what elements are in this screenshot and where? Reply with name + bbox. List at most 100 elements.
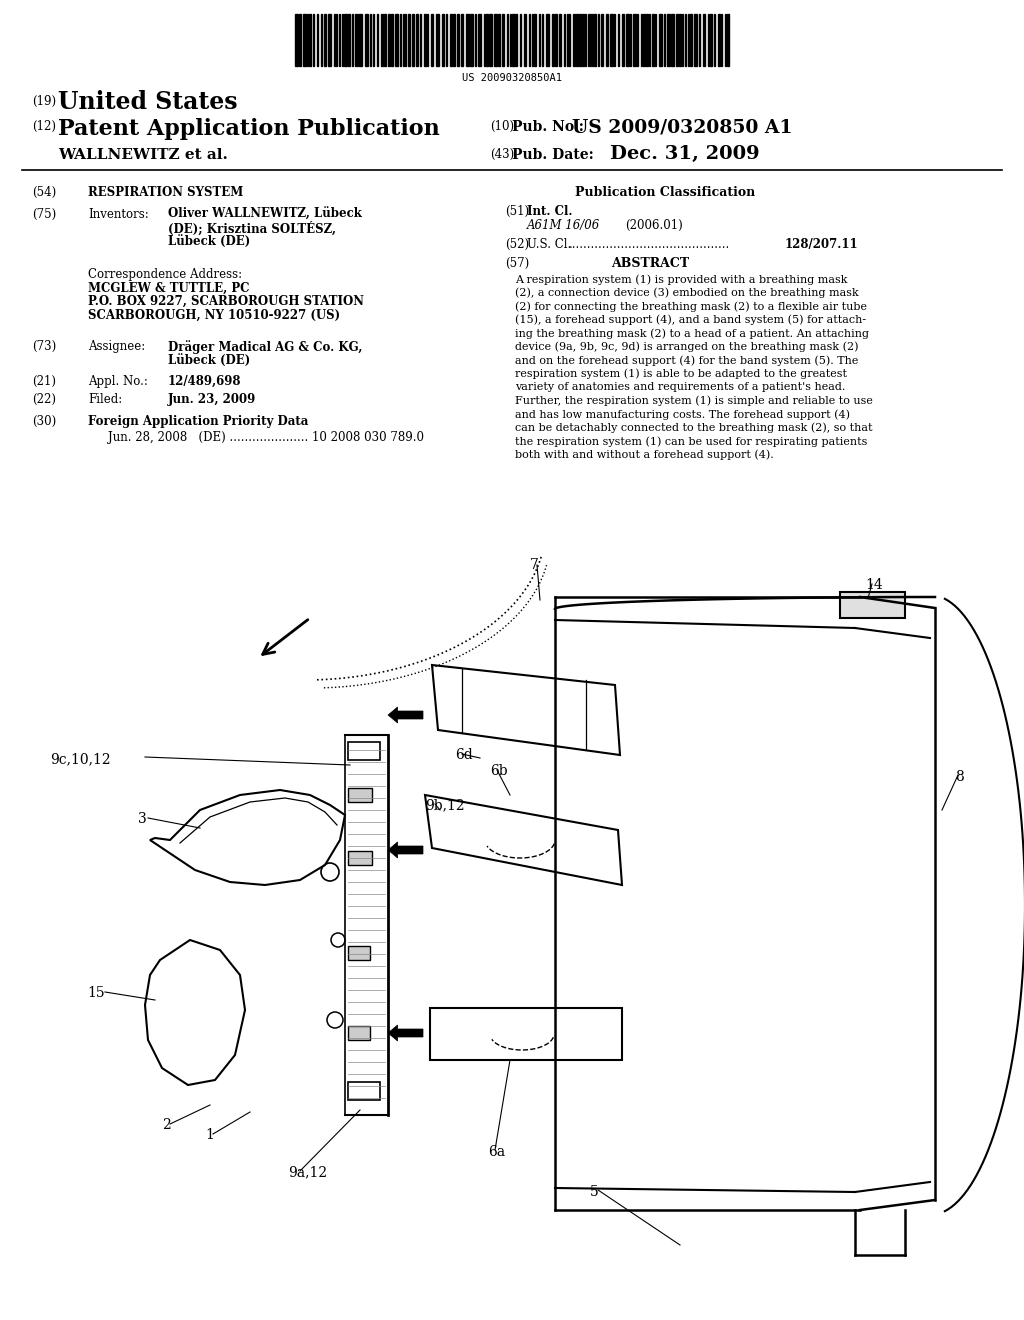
Bar — [676, 15, 678, 66]
Bar — [489, 15, 492, 66]
Text: Lübeck (DE): Lübeck (DE) — [168, 354, 250, 367]
Bar — [295, 15, 298, 66]
Polygon shape — [388, 708, 423, 723]
Text: 8: 8 — [955, 770, 964, 784]
Bar — [365, 15, 368, 66]
Text: can be detachably connected to the breathing mask (2), so that: can be detachably connected to the breat… — [515, 422, 872, 433]
Text: (2), a connection device (3) embodied on the breathing mask: (2), a connection device (3) embodied on… — [515, 288, 859, 298]
Text: SCARBOROUGH, NY 10510-9227 (US): SCARBOROUGH, NY 10510-9227 (US) — [88, 309, 340, 322]
Text: 9c,10,12: 9c,10,12 — [50, 752, 111, 766]
Text: A respiration system (1) is provided with a breathing mask: A respiration system (1) is provided wit… — [515, 275, 848, 285]
Text: device (9a, 9b, 9c, 9d) is arranged on the breathing mask (2): device (9a, 9b, 9c, 9d) is arranged on t… — [515, 342, 858, 352]
Bar — [659, 15, 662, 66]
Bar — [486, 15, 488, 66]
Text: 6d: 6d — [455, 748, 473, 762]
Bar — [348, 851, 372, 865]
Text: and on the forehead support (4) for the band system (5). The: and on the forehead support (4) for the … — [515, 355, 858, 366]
Text: Inventors:: Inventors: — [88, 209, 148, 220]
Text: (22): (22) — [32, 393, 56, 407]
Bar — [622, 15, 624, 66]
Bar — [573, 15, 575, 66]
Bar — [324, 15, 326, 66]
Polygon shape — [388, 1026, 423, 1041]
Bar — [690, 15, 692, 66]
Text: Dräger Madical AG & Co. KG,: Dräger Madical AG & Co. KG, — [168, 341, 362, 354]
Text: 9b,12: 9b,12 — [425, 799, 465, 812]
Bar — [498, 15, 500, 66]
Bar — [388, 15, 390, 66]
Text: 6a: 6a — [488, 1144, 505, 1159]
Bar — [694, 15, 697, 66]
Text: (2) for connecting the breathing mask (2) to a flexible air tube: (2) for connecting the breathing mask (2… — [515, 301, 867, 312]
Bar — [348, 15, 350, 66]
Text: 128/207.11: 128/207.11 — [785, 238, 859, 251]
Bar — [502, 15, 504, 66]
Bar — [679, 15, 681, 66]
Bar — [466, 15, 469, 66]
Text: (12): (12) — [32, 120, 56, 133]
Bar — [461, 15, 463, 66]
Bar — [512, 15, 515, 66]
Text: A61M 16/06: A61M 16/06 — [527, 219, 600, 231]
Bar — [710, 15, 712, 66]
Text: WALLNEWITZ et al.: WALLNEWITZ et al. — [58, 148, 228, 162]
Text: Further, the respiration system (1) is simple and reliable to use: Further, the respiration system (1) is s… — [515, 396, 872, 407]
Text: Lübeck (DE): Lübeck (DE) — [168, 235, 250, 248]
Text: Foreign Application Priority Data: Foreign Application Priority Data — [88, 414, 308, 428]
Bar — [646, 15, 648, 66]
Text: 14: 14 — [865, 578, 883, 591]
Bar — [727, 15, 729, 66]
Bar — [470, 15, 473, 66]
Bar — [718, 15, 720, 66]
Bar — [412, 15, 414, 66]
Text: Dec. 31, 2009: Dec. 31, 2009 — [610, 145, 760, 162]
Text: variety of anatomies and requirements of a patient's head.: variety of anatomies and requirements of… — [515, 381, 846, 392]
Bar — [442, 15, 444, 66]
Text: (DE); Krisztina SOLTÉSZ,: (DE); Krisztina SOLTÉSZ, — [168, 222, 336, 236]
Bar — [559, 15, 561, 66]
Bar — [524, 15, 526, 66]
Text: Pub. No.:: Pub. No.: — [512, 120, 584, 135]
Text: Appl. No.:: Appl. No.: — [88, 375, 147, 388]
Bar — [671, 15, 674, 66]
Text: Jun. 23, 2009: Jun. 23, 2009 — [168, 393, 256, 407]
Text: ...........................................: ........................................… — [569, 238, 730, 251]
Bar — [381, 15, 383, 66]
Bar — [606, 15, 608, 66]
Bar — [610, 15, 613, 66]
Text: (73): (73) — [32, 341, 56, 352]
Bar — [582, 15, 584, 66]
Bar — [667, 15, 670, 66]
Bar — [552, 15, 554, 66]
Bar — [703, 15, 705, 66]
Text: Assignee:: Assignee: — [88, 341, 145, 352]
Bar — [534, 15, 536, 66]
Bar — [303, 15, 306, 66]
Bar — [344, 15, 347, 66]
Text: 6b: 6b — [490, 764, 508, 777]
Bar — [391, 15, 393, 66]
Bar — [348, 742, 380, 760]
Bar — [652, 15, 654, 66]
Bar — [594, 15, 596, 66]
Text: Int. Cl.: Int. Cl. — [527, 205, 572, 218]
Bar — [384, 15, 386, 66]
Text: US 2009/0320850 A1: US 2009/0320850 A1 — [572, 117, 793, 136]
Text: ABSTRACT: ABSTRACT — [611, 257, 689, 271]
Bar — [840, 591, 905, 618]
Text: the respiration system (1) can be used for respirating patients: the respiration system (1) can be used f… — [515, 436, 867, 446]
Bar — [328, 15, 331, 66]
Bar — [494, 15, 497, 66]
Text: RESPIRATION SYSTEM: RESPIRATION SYSTEM — [88, 186, 244, 199]
Bar — [348, 1026, 370, 1040]
Text: Patent Application Publication: Patent Application Publication — [58, 117, 439, 140]
Text: (30): (30) — [32, 414, 56, 428]
Text: Filed:: Filed: — [88, 393, 122, 407]
Text: 12/489,698: 12/489,698 — [168, 375, 242, 388]
Text: (51): (51) — [505, 205, 529, 218]
Text: (75): (75) — [32, 209, 56, 220]
Bar — [436, 15, 439, 66]
Bar — [348, 946, 370, 960]
Text: Publication Classification: Publication Classification — [575, 186, 756, 199]
Text: and has low manufacturing costs. The forehead support (4): and has low manufacturing costs. The for… — [515, 409, 850, 420]
